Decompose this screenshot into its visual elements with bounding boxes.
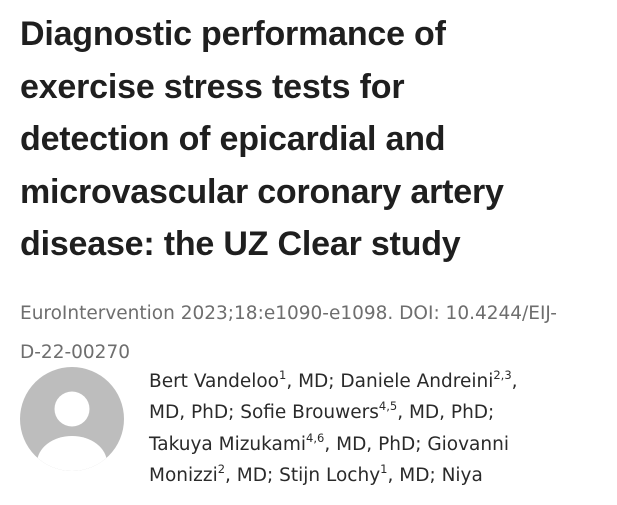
title-line: exercise stress tests for [20,67,405,106]
author-line: Monizzi2, MD; Stijn Lochy1, MD; Niya [149,461,483,486]
author-list: Bert Vandeloo1, MD; Daniele Andreini2,3,… [149,366,609,491]
avatar-graphic [20,367,124,471]
citation-line: EuroIntervention 2023;18:e1090-e1098. DO… [20,303,557,324]
citation-doi[interactable]: EuroIntervention 2023;18:e1090-e1098. DO… [20,294,605,372]
title-line: disease: the UZ Clear study [20,225,461,263]
title-line: detection of epicardial and [20,120,446,158]
title-line: Diagnostic performance of [20,15,446,53]
author-line: Takuya Mizukami4,6, MD, PhD; Giovanni [149,430,509,455]
citation-line: D-22-00270 [20,342,130,363]
article-title: Diagnostic performance of exercise stres… [20,8,600,271]
author-line: Bert Vandeloo1, MD; Daniele Andreini2,3, [149,368,518,392]
author-line: MD, PhD; Sofie Brouwers4,5, MD, PhD; [149,399,495,424]
user-avatar-icon[interactable] [20,367,124,471]
title-line: microvascular coronary artery [20,172,504,211]
